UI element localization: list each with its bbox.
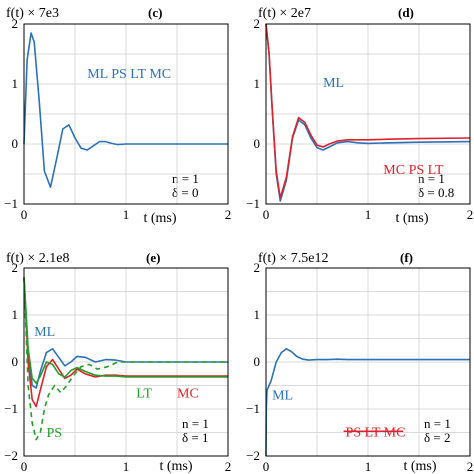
y-tick-label: 2 [254,16,261,31]
x-tick-label: 2 [225,459,232,474]
y-axis-label: f(t) × 2e7 [258,6,311,21]
y-tick-labels: 2 1 0 −1 [4,16,18,211]
plot-frame [265,267,471,457]
y-tick-label: −2 [4,448,18,463]
x-tick-label: 0 [263,207,270,222]
y-tick-labels: 2 1 0 −1 −2 [246,260,260,463]
param-n: n = 1 [424,416,451,431]
plot-frame [23,267,229,457]
series-label: ML [272,389,293,404]
y-tick-label: 0 [254,136,261,151]
y-tick-labels: 2 1 0 −1 −2 [4,260,18,463]
x-axis-label: t (ms) [143,211,176,226]
param-delta: δ = 0 [172,185,198,200]
x-tick-labels: 0 1 2 [21,207,232,222]
x-tick-label: 0 [263,459,270,474]
params: n = 1 δ = 2 [424,416,451,445]
series-label: MC PS LT [383,163,444,178]
param-n: n = 1 [172,171,199,186]
series-line-ml [265,347,470,457]
y-tick-label: −1 [4,401,18,416]
series-line-mc-ps-lt [265,23,471,199]
y-tick-label: 0 [12,354,19,369]
param-delta: δ = 2 [424,430,450,445]
plot-frame [265,23,471,205]
panel-c: f(t) × 7e3 (c) t (ms) n = 1 δ = 0 210−10… [4,5,231,226]
y-tick-label: 1 [12,307,19,322]
x-axis-label: t (ms) [395,211,428,226]
y-tick-label: −1 [4,196,18,211]
x-tick-label: 2 [467,459,474,474]
y-tick-label: 2 [12,16,19,31]
x-tick-label: 1 [365,459,372,474]
series-line-ps [23,277,228,441]
x-tick-label: 0 [21,459,28,474]
x-tick-label: 2 [467,207,474,222]
series-line-mc [23,277,228,408]
series-label: ML PS LT MC [87,67,171,82]
y-tick-label: −1 [246,196,260,211]
y-tick-label: 0 [254,354,261,369]
panel-label: (f) [400,250,413,265]
x-tick-label: 1 [123,459,130,474]
y-tick-label: 2 [12,260,19,275]
param-n: n = 1 [182,416,209,431]
y-tick-label: 1 [254,307,261,322]
series-line-ml [23,277,228,389]
grid [266,268,470,456]
y-tick-labels: 2 1 0 −1 [246,16,260,211]
series-label: ML [323,76,344,91]
series-line-ml-ps-lt-mc [23,32,228,188]
x-tick-label: 2 [225,207,232,222]
y-tick-label: 1 [12,76,19,91]
series-label: ML [34,325,55,340]
param-n: n = 1 [418,171,445,186]
x-tick-labels: 0 1 2 [263,459,474,474]
plot-frame [23,23,229,205]
series-label: MC [177,386,199,401]
series-label: LT [136,386,152,401]
x-tick-labels: 0 1 2 [21,459,232,474]
y-axis-label: f(t) × 7.5e12 [258,251,329,266]
panel-label: (c) [148,5,162,20]
params: n = 1 δ = 1 [182,416,209,445]
y-tick-label: −2 [246,448,260,463]
y-tick-label: 0 [12,136,19,151]
x-tick-label: 1 [123,207,130,222]
x-axis-label: t (ms) [159,459,192,474]
x-tick-labels: 0 1 2 [263,207,474,222]
series-label: PS LT MC [346,425,406,440]
x-tick-label: 1 [365,207,372,222]
param-delta: δ = 1 [182,430,208,445]
panel-e: f(t) × 2.1e8 (e) t (ms) n = 1 δ = 1 210−… [4,250,231,474]
params: n = 1 δ = 0.8 [418,171,454,200]
panel-label: (e) [146,250,160,265]
y-tick-label: 1 [254,76,261,91]
x-axis-label: t (ms) [403,459,436,474]
panel-label: (d) [398,5,414,20]
x-tick-label: 0 [21,207,28,222]
y-tick-label: −1 [246,401,260,416]
params: n = 1 δ = 0 [172,171,199,200]
series-label: PS [46,426,62,441]
y-tick-label: 2 [254,260,261,275]
param-delta: δ = 0.8 [418,185,454,200]
panel-d: f(t) × 2e7 (d) t (ms) n = 1 δ = 0.8 210−… [246,5,473,226]
series-line-lt [23,277,228,384]
y-axis-label: f(t) × 2.1e8 [6,251,70,266]
panel-f: f(t) × 7.5e12 (f) t (ms) n = 1 δ = 2 210… [246,250,473,474]
y-axis-label: f(t) × 7e3 [6,6,59,21]
